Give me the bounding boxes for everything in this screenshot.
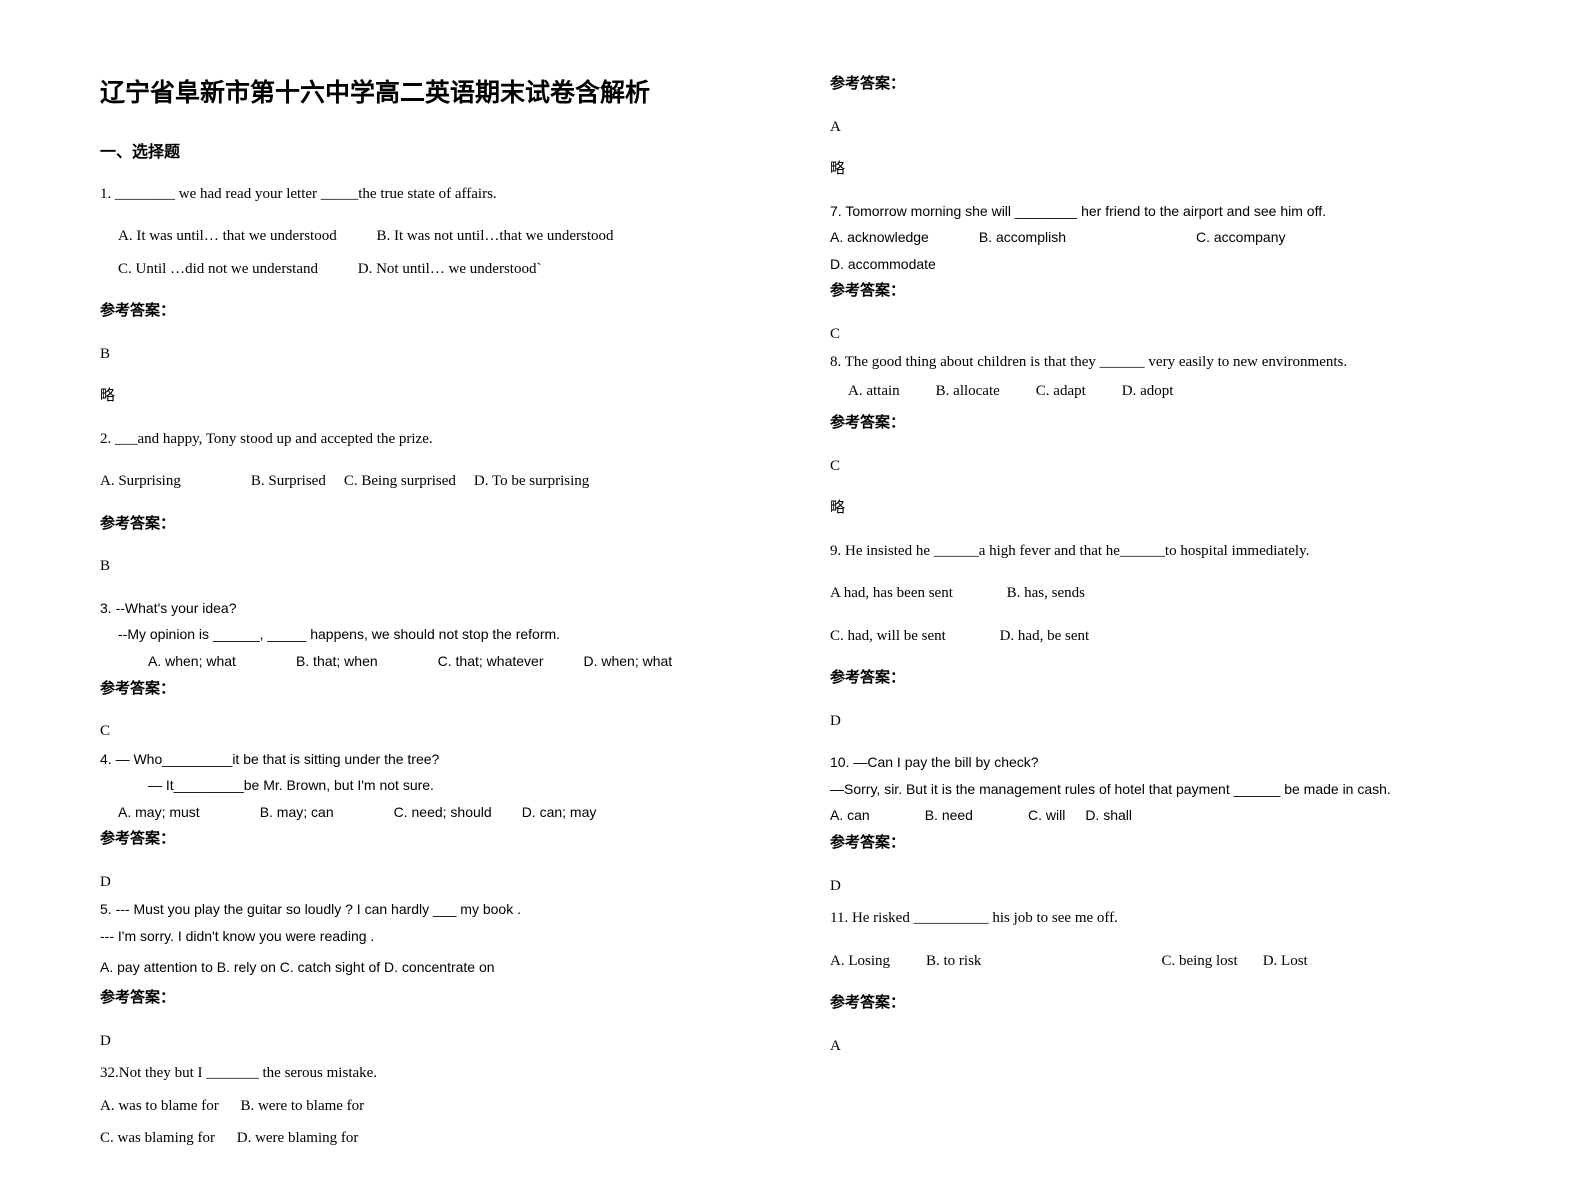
q9-opt-c: C. had, will be sent — [830, 628, 946, 644]
q1-ans-label: 参考答案： — [100, 297, 780, 326]
q8-opt-c: C. adapt — [1036, 377, 1086, 406]
q10-line1: 10. —Can I pay the bill by check? — [830, 749, 1510, 776]
q7-opt-b: B. accomplish — [979, 224, 1066, 251]
q11-opt-c: C. being lost — [1161, 947, 1237, 976]
column-right: 参考答案： A 略 7. Tomorrow morning she will _… — [830, 70, 1510, 1153]
q3-opt-c: C. that; whatever — [438, 648, 544, 675]
q4-opt-a: A. may; must — [118, 799, 200, 826]
q1-opt-b: B. It was not until…that we understood — [376, 228, 613, 244]
q4-line1: 4. — Who_________it be that is sitting u… — [100, 746, 780, 773]
q1-opt-c: C. Until …did not we understand — [118, 261, 318, 277]
q7-opts: A. acknowledge B. accomplish C. accompan… — [830, 224, 1510, 277]
q5-line2: --- I'm sorry. I didn't know you were re… — [100, 923, 780, 950]
q6-opts-cd: C. was blaming for D. were blaming for — [100, 1124, 780, 1153]
q11-opts: A. Losing B. to risk C. being lost D. Lo… — [830, 947, 1510, 976]
q10-ans-label: 参考答案： — [830, 829, 1510, 858]
q2-opt-a: A. Surprising — [100, 467, 181, 496]
q1-ans: B — [100, 340, 780, 369]
q2-opt-d: D. To be surprising — [474, 467, 589, 496]
q1-opt-d: D. Not until… we understood` — [358, 261, 542, 277]
section-heading: 一、选择题 — [100, 138, 780, 168]
q1-stem: 1. ________ we had read your letter ____… — [100, 180, 780, 209]
q6-opt-c: C. was blaming for — [100, 1130, 215, 1146]
q11-opt-b: B. to risk — [926, 947, 981, 976]
q9-opts-ab: A had, has been sent B. has, sends — [830, 579, 1510, 608]
q2-opts: A. Surprising B. Surprised C. Being surp… — [100, 467, 780, 496]
q7-opt-a: A. acknowledge — [830, 224, 929, 251]
column-left: 辽宁省阜新市第十六中学高二英语期末试卷含解析 一、选择题 1. ________… — [100, 70, 780, 1153]
q4-opts: A. may; must B. may; can C. need; should… — [100, 799, 780, 826]
q3-opt-d: D. when; what — [583, 648, 672, 675]
q3-opts: A. when; what B. that; when C. that; wha… — [100, 648, 780, 675]
q8-stem: 8. The good thing about children is that… — [830, 348, 1510, 377]
q3-ans-label: 参考答案： — [100, 675, 780, 704]
q4-line2: — It_________be Mr. Brown, but I'm not s… — [100, 772, 780, 799]
q10-opt-a: A. can — [830, 802, 870, 829]
q11-opt-d: D. Lost — [1263, 947, 1308, 976]
q4-opt-c: C. need; should — [394, 799, 492, 826]
q6-opt-b: B. were to blame for — [240, 1098, 364, 1114]
q1-opts-ab: A. It was until… that we understood B. I… — [100, 222, 780, 251]
q11-opt-a: A. Losing — [830, 947, 890, 976]
q9-opt-b: B. has, sends — [1007, 585, 1085, 601]
q6-ans-label: 参考答案： — [830, 70, 1510, 99]
q3-ans: C — [100, 717, 780, 746]
q9-opts-cd: C. had, will be sent D. had, be sent — [830, 622, 1510, 651]
q3-opt-b: B. that; when — [296, 648, 378, 675]
q8-ans: C — [830, 452, 1510, 481]
q9-opt-d: D. had, be sent — [1000, 628, 1090, 644]
q11-ans: A — [830, 1032, 1510, 1061]
q4-opt-b: B. may; can — [260, 799, 334, 826]
q2-opt-b: B. Surprised — [251, 467, 326, 496]
q2-ans-label: 参考答案： — [100, 510, 780, 539]
q11-ans-label: 参考答案： — [830, 989, 1510, 1018]
q10-line2: —Sorry, sir. But it is the management ru… — [830, 776, 1510, 803]
q2-opt-c: C. Being surprised — [344, 467, 456, 496]
q9-stem: 9. He insisted he ______a high fever and… — [830, 537, 1510, 566]
q4-ans-label: 参考答案： — [100, 825, 780, 854]
q11-stem: 11. He risked __________ his job to see … — [830, 904, 1510, 933]
q7-ans-label: 参考答案： — [830, 277, 1510, 306]
q6-stem: 32.Not they but I _______ the serous mis… — [100, 1059, 780, 1088]
q10-opt-d: D. shall — [1085, 802, 1132, 829]
q1-opts-cd: C. Until …did not we understand D. Not u… — [100, 255, 780, 284]
q6-sl: 略 — [830, 155, 1510, 184]
q9-ans: D — [830, 707, 1510, 736]
q5-line1: 5. --- Must you play the guitar so loudl… — [100, 896, 780, 923]
q8-opt-a: A. attain — [848, 377, 900, 406]
q10-opt-c: C. will — [1028, 802, 1065, 829]
q10-opt-b: B. need — [925, 802, 973, 829]
q6-opts-ab: A. was to blame for B. were to blame for — [100, 1092, 780, 1121]
q1-opt-a: A. It was until… that we understood — [118, 228, 337, 244]
q7-opt-c: C. accompany — [1196, 224, 1285, 251]
q6-opt-a: A. was to blame for — [100, 1098, 219, 1114]
q8-sl: 略 — [830, 494, 1510, 523]
q10-ans: D — [830, 872, 1510, 901]
q6-opt-d: D. were blaming for — [237, 1130, 359, 1146]
q9-ans-label: 参考答案： — [830, 664, 1510, 693]
q7-stem: 7. Tomorrow morning she will ________ he… — [830, 198, 1510, 225]
q2-stem: 2. ___and happy, Tony stood up and accep… — [100, 425, 780, 454]
q6-ans: A — [830, 113, 1510, 142]
q10-opts: A. can B. need C. will D. shall — [830, 802, 1510, 829]
q7-ans: C — [830, 320, 1510, 349]
page-root: 辽宁省阜新市第十六中学高二英语期末试卷含解析 一、选择题 1. ________… — [0, 0, 1587, 1193]
q8-ans-label: 参考答案： — [830, 409, 1510, 438]
doc-title: 辽宁省阜新市第十六中学高二英语期末试卷含解析 — [100, 70, 780, 118]
q3-opt-a: A. when; what — [148, 648, 236, 675]
q7-opt-d: D. accommodate — [830, 251, 936, 278]
q3-line2: --My opinion is ______, _____ happens, w… — [100, 621, 780, 648]
q5-ans: D — [100, 1027, 780, 1056]
q8-opt-b: B. allocate — [936, 377, 1000, 406]
q2-ans: B — [100, 552, 780, 581]
q1-sl: 略 — [100, 382, 780, 411]
q3-line1: 3. --What's your idea? — [100, 595, 780, 622]
q4-opt-d: D. can; may — [522, 799, 597, 826]
q5-opts: A. pay attention to B. rely on C. catch … — [100, 954, 780, 981]
q8-opt-d: D. adopt — [1122, 377, 1174, 406]
q9-opt-a: A had, has been sent — [830, 585, 953, 601]
q8-opts: A. attain B. allocate C. adapt D. adopt — [830, 377, 1510, 406]
q4-ans: D — [100, 868, 780, 897]
q5-ans-label: 参考答案： — [100, 984, 780, 1013]
